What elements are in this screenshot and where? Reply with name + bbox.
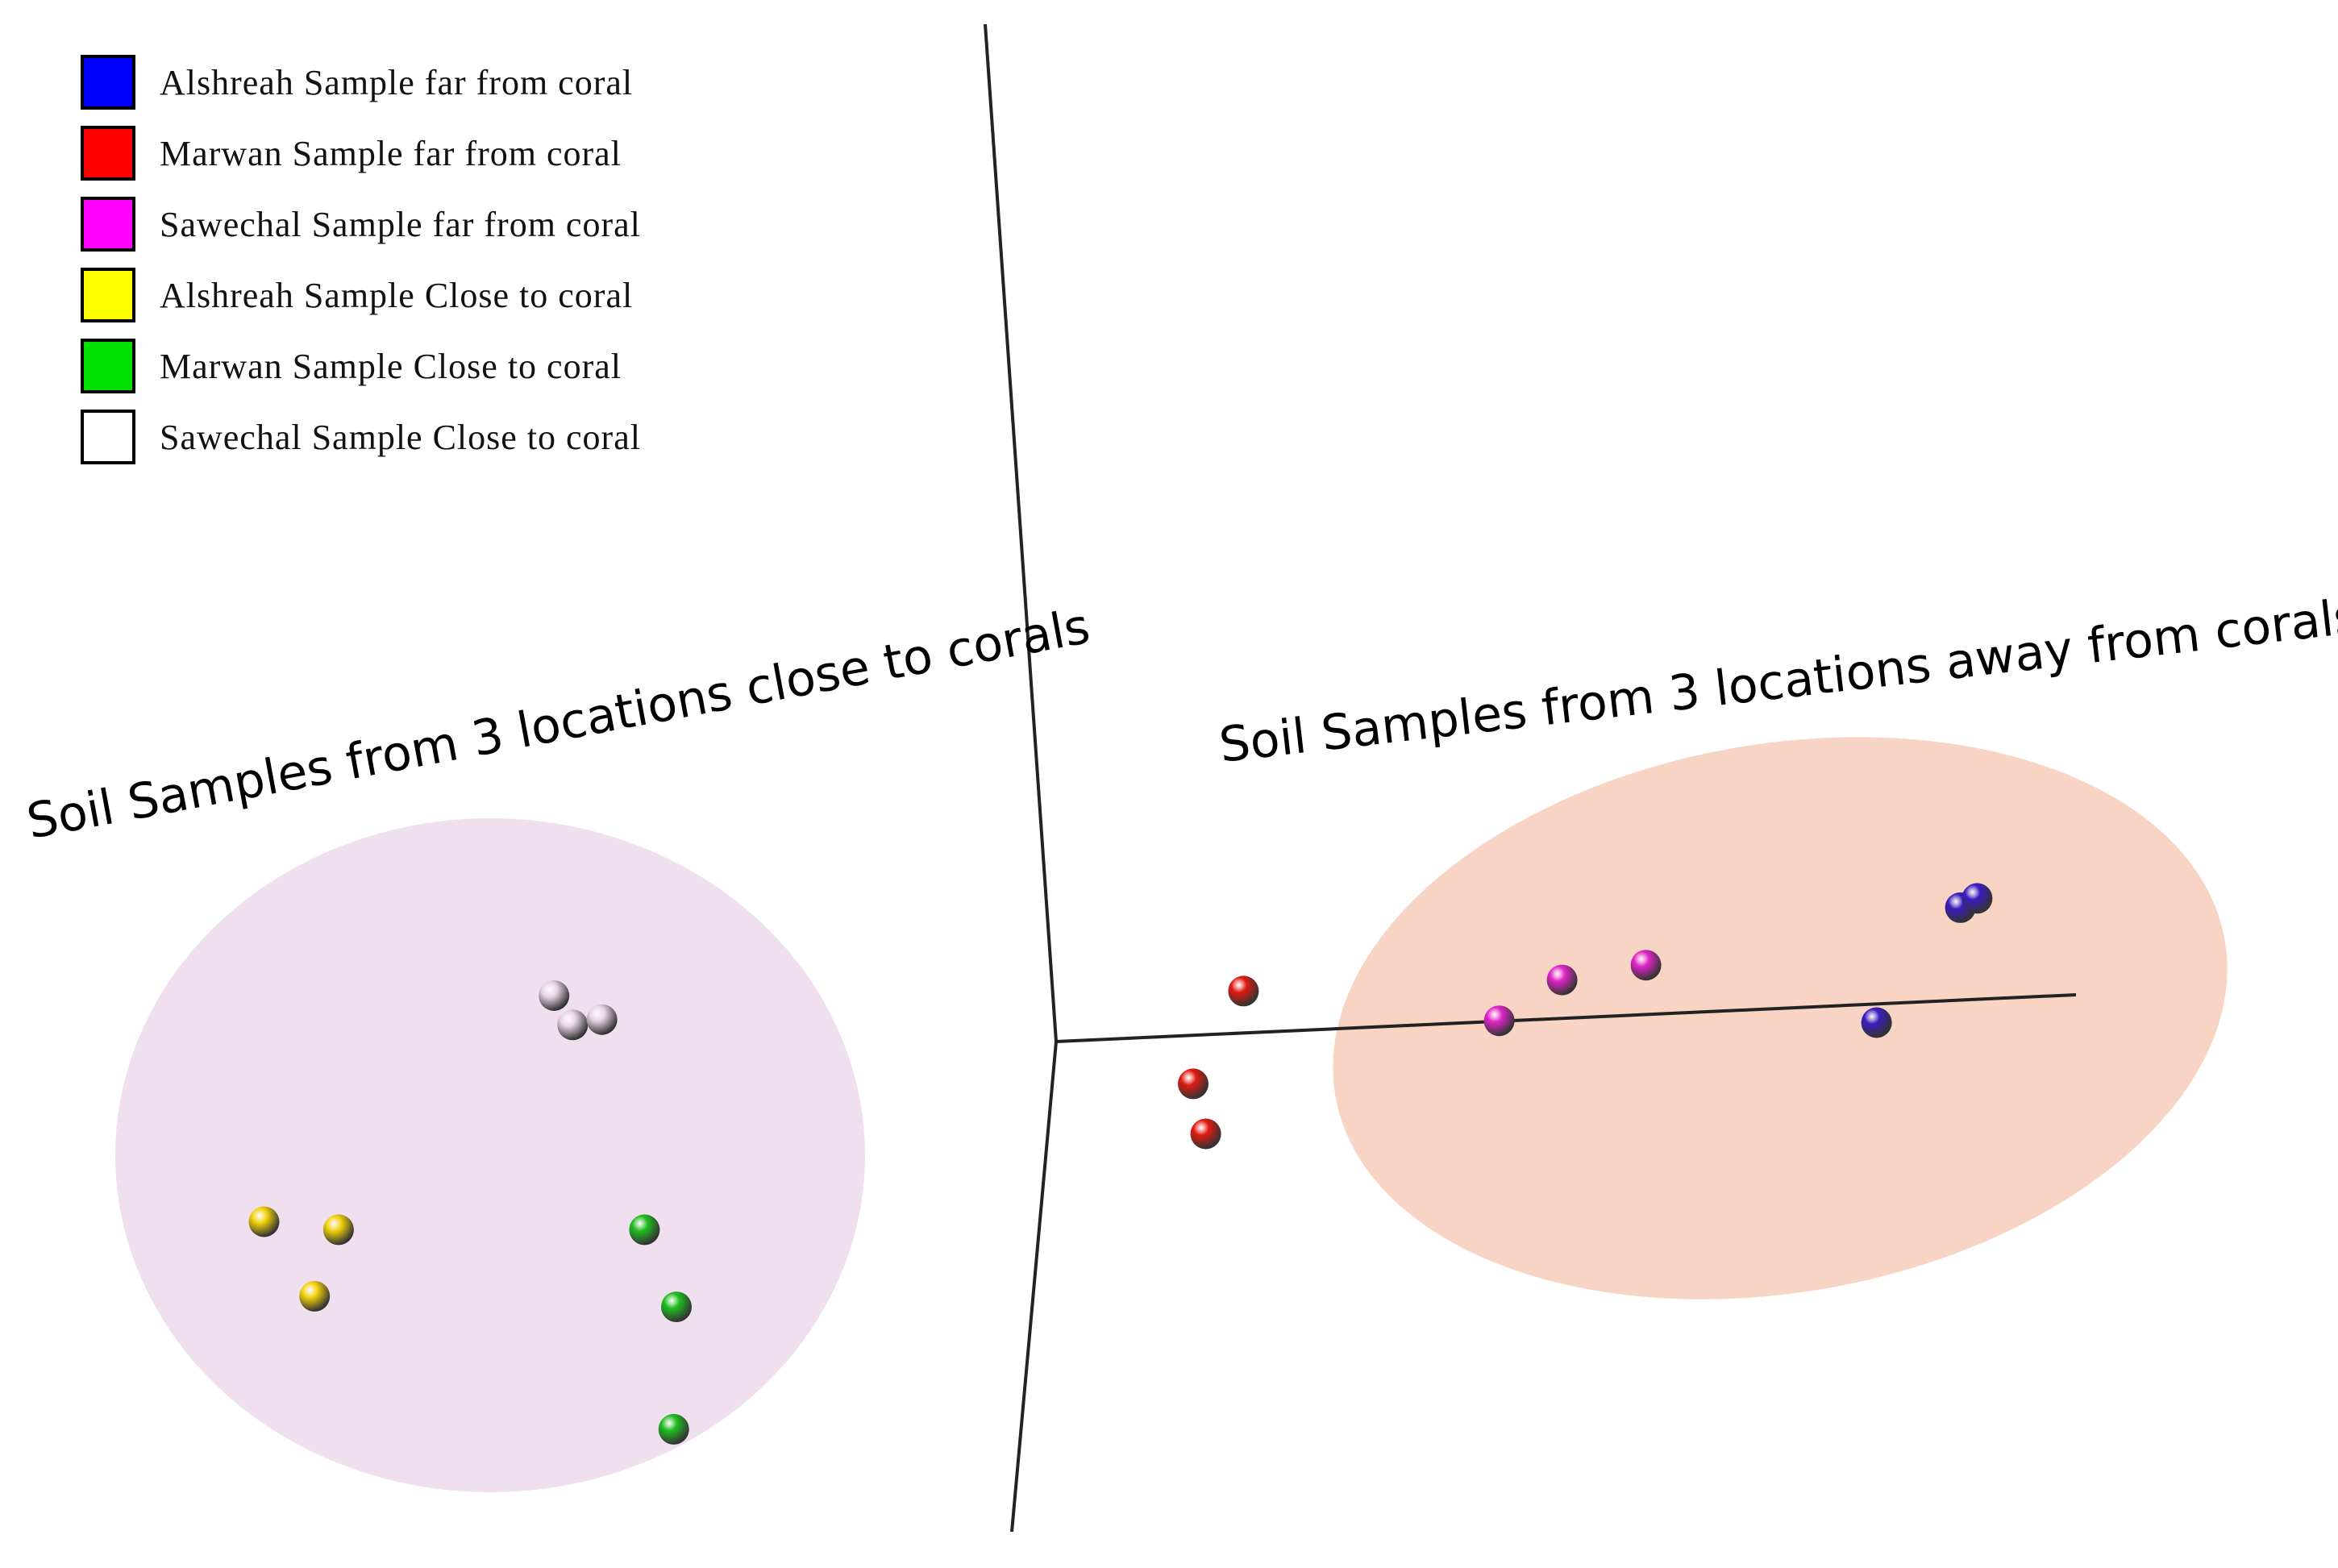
- legend-swatch: [81, 339, 135, 393]
- axis-horizontal: [1055, 993, 2077, 1043]
- legend-item: Alshreah Sample Close to coral: [81, 264, 641, 326]
- data-point-4-1: [661, 1291, 692, 1323]
- legend-label: Marwan Sample far from coral: [160, 133, 622, 173]
- legend-item: Alshreah Sample far from coral: [81, 52, 641, 113]
- data-point-0-1: [1962, 883, 1993, 914]
- legend: Alshreah Sample far from coral Marwan Sa…: [81, 52, 641, 477]
- data-point-3-2: [299, 1280, 331, 1312]
- legend-swatch: [81, 197, 135, 252]
- legend-item: Sawechal Sample Close to coral: [81, 406, 641, 468]
- legend-label: Alshreah Sample far from coral: [160, 62, 634, 102]
- legend-swatch: [81, 410, 135, 464]
- data-point-1-2: [1190, 1118, 1221, 1150]
- legend-label: Alshreah Sample Close to coral: [160, 275, 634, 315]
- legend-swatch: [81, 126, 135, 181]
- legend-label: Marwan Sample Close to coral: [160, 346, 622, 386]
- data-point-5-2: [586, 1004, 618, 1035]
- legend-label: Sawechal Sample Close to coral: [160, 417, 641, 457]
- axis-depth: [1010, 1041, 1058, 1533]
- legend-item: Marwan Sample Close to coral: [81, 335, 641, 397]
- data-point-2-1: [1630, 950, 1662, 981]
- legend-swatch: [81, 55, 135, 110]
- data-point-1-1: [1178, 1068, 1209, 1100]
- legend-item: Marwan Sample far from coral: [81, 123, 641, 184]
- data-point-4-0: [629, 1214, 660, 1246]
- cluster-label-close: Soil Samples from 3 locations close to c…: [23, 598, 1094, 851]
- legend-label: Sawechal Sample far from coral: [160, 204, 641, 244]
- data-point-5-1: [557, 1009, 589, 1041]
- data-point-5-0: [539, 980, 570, 1011]
- cluster-ellipse-far: [1333, 737, 2228, 1300]
- legend-item: Sawechal Sample far from coral: [81, 193, 641, 255]
- data-point-4-2: [658, 1413, 689, 1445]
- data-points: [248, 883, 1993, 1445]
- cluster-ellipse-close: [115, 818, 865, 1492]
- data-point-2-2: [1483, 1005, 1515, 1037]
- data-point-2-0: [1546, 964, 1578, 996]
- axis-vertical: [984, 23, 1058, 1042]
- data-point-1-0: [1228, 975, 1259, 1007]
- data-point-3-0: [248, 1206, 280, 1237]
- legend-swatch: [81, 268, 135, 322]
- data-point-3-1: [322, 1214, 354, 1246]
- data-point-0-2: [1861, 1007, 1892, 1038]
